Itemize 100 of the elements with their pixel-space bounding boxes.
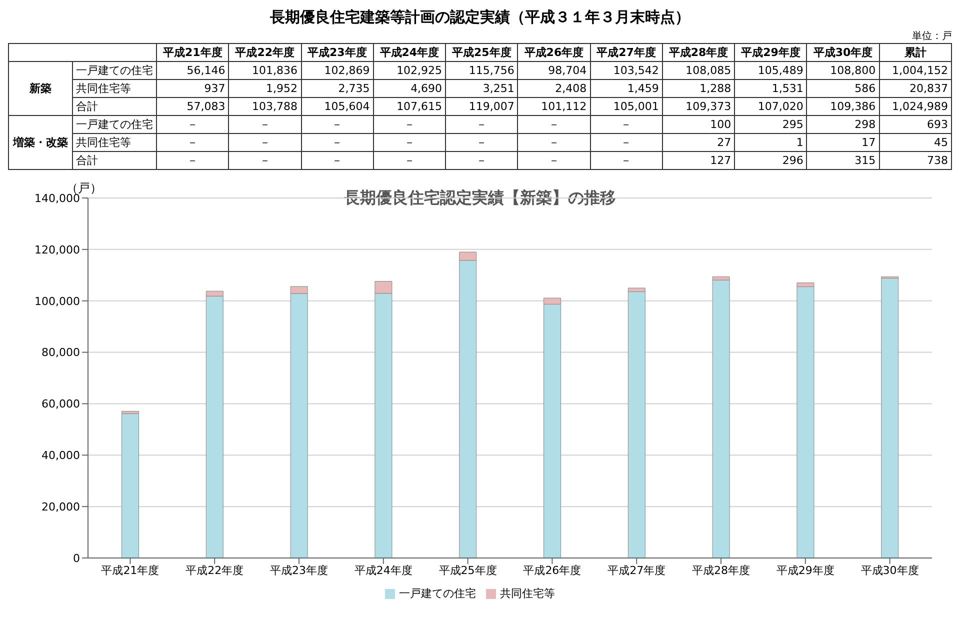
legend-label: 共同住宅等 (500, 587, 555, 600)
text: － (620, 118, 632, 131)
text: － (259, 154, 270, 167)
data-label: 101,112 (518, 98, 590, 116)
data-label: 937 (156, 80, 229, 98)
y-tick-label: 100,000 (34, 294, 80, 308)
x-tick-label: 平成26年度 (518, 44, 590, 62)
x-tick-label: 平成21年度 (156, 44, 229, 62)
x-tick-label: 平成29年度 (734, 44, 807, 62)
text: － (187, 136, 198, 149)
x-tick-label: 平成29年度 (776, 564, 834, 577)
data-label: 738 (879, 152, 952, 170)
data-label: 101,836 (228, 62, 302, 80)
y-tick-label: 共同住宅等 (72, 134, 156, 152)
data-label: 109,373 (662, 98, 735, 116)
text: － (476, 118, 488, 131)
bar (796, 286, 814, 558)
y-tick-label: 120,000 (34, 243, 80, 256)
data-label: 107,615 (373, 98, 446, 116)
legend-label: 一戸建ての住宅 (399, 587, 476, 600)
y-tick-label: 一戸建ての住宅 (72, 62, 156, 80)
x-tick-label: 平成28年度 (692, 564, 750, 577)
y-tick-label: 80,000 (42, 346, 80, 360)
bar (122, 413, 140, 558)
x-tick-label: 平成28年度 (662, 44, 735, 62)
x-tick-label: 平成30年度 (806, 44, 880, 62)
text: － (548, 136, 560, 149)
bar (628, 292, 646, 558)
bar (881, 278, 899, 558)
data-label: 298 (806, 116, 880, 134)
text: 単位：戸 (911, 30, 952, 43)
data-label: 1 (734, 134, 807, 152)
x-tick-label: 平成24年度 (373, 44, 446, 62)
text: － (332, 154, 343, 167)
data-label: 103,542 (590, 62, 662, 80)
text: － (620, 154, 632, 167)
y-tick-label: 一戸建ての住宅 (72, 116, 156, 134)
data-label: 693 (879, 116, 952, 134)
data-label: 100 (662, 116, 735, 134)
data-label: 4,690 (373, 80, 446, 98)
y-tick-label: 共同住宅等 (72, 80, 156, 98)
data-label: 1,288 (662, 80, 735, 98)
x-tick-label: 平成27年度 (608, 564, 666, 577)
x-tick-label: 累計 (879, 44, 952, 62)
bar (712, 280, 730, 558)
data-label: 586 (806, 80, 880, 98)
data-label: 3,251 (446, 80, 518, 98)
text: － (548, 154, 560, 167)
data-label: 315 (806, 152, 880, 170)
text: － (259, 136, 270, 149)
data-label: 108,800 (806, 62, 880, 80)
data-label: 98,704 (518, 62, 590, 80)
data-label: 17 (806, 134, 880, 152)
data-label: 45 (879, 134, 952, 152)
data-label: 115,756 (446, 62, 518, 80)
data-label: 105,604 (301, 98, 374, 116)
data-label: 1,004,152 (879, 62, 952, 80)
x-tick-label: 平成27年度 (590, 44, 662, 62)
text: 増築・改築 (8, 116, 72, 170)
y-tick-label: 合計 (72, 98, 156, 116)
data-label: 105,001 (590, 98, 662, 116)
text: 新築 (8, 62, 72, 116)
text: － (476, 136, 488, 149)
x-tick-label: 平成23年度 (270, 564, 328, 577)
text: － (187, 154, 198, 167)
data-label: 56,146 (156, 62, 229, 80)
text: － (187, 118, 198, 131)
y-tick-label: 0 (73, 552, 80, 565)
data-label: 295 (734, 116, 807, 134)
x-tick-label: 平成26年度 (523, 564, 582, 577)
x-tick-label: 平成25年度 (446, 44, 518, 62)
x-tick-label: 平成22年度 (186, 564, 244, 577)
data-label: 1,459 (590, 80, 662, 98)
text: － (404, 118, 415, 131)
data-label: 296 (734, 152, 807, 170)
text: － (476, 154, 488, 167)
text: － (332, 118, 343, 131)
chart-title: 長期優良住宅建築等計画の認定実績（平成３１年３月末時点） (269, 8, 691, 27)
x-tick-label: 平成30年度 (860, 564, 919, 577)
data-label: 105,489 (734, 62, 807, 80)
data-label: 57,083 (156, 98, 229, 116)
data-label: 107,020 (734, 98, 807, 116)
text: － (404, 154, 415, 167)
y-tick-label: 合計 (72, 152, 156, 170)
data-label: 102,869 (301, 62, 374, 80)
data-label: 119,007 (446, 98, 518, 116)
x-tick-label: 平成25年度 (438, 564, 497, 577)
y-tick-label: 40,000 (42, 449, 80, 462)
data-label: 27 (662, 134, 735, 152)
data-label: 20,837 (879, 80, 952, 98)
data-label: 102,925 (373, 62, 446, 80)
x-tick-label: 平成24年度 (354, 564, 412, 577)
text: － (620, 136, 632, 149)
text: － (548, 118, 560, 131)
y-tick-label: 20,000 (42, 500, 80, 514)
text: － (259, 118, 270, 131)
text: － (332, 136, 343, 149)
data-label: 1,952 (228, 80, 302, 98)
x-tick-label: 平成23年度 (301, 44, 374, 62)
data-label: 1,024,989 (879, 98, 952, 116)
